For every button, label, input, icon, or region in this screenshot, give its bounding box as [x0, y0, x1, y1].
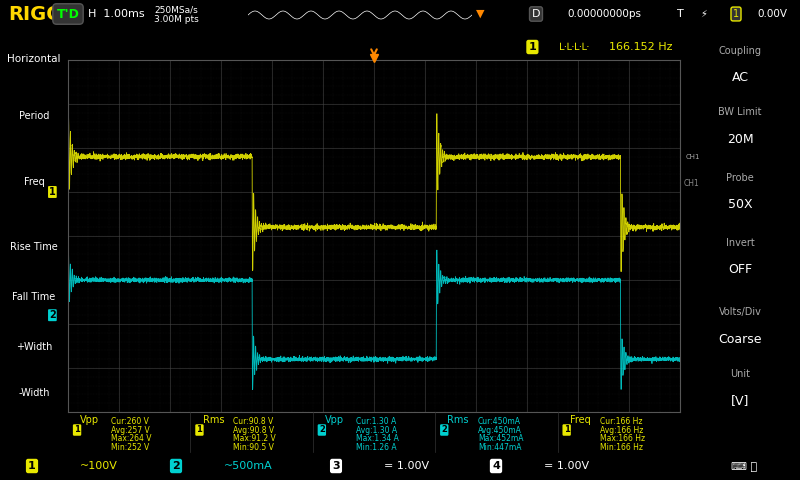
Text: 1: 1	[28, 461, 36, 471]
Text: Max:264 V: Max:264 V	[111, 434, 151, 444]
Text: Avg:257 V: Avg:257 V	[111, 426, 150, 434]
Text: ⌨ 🔊: ⌨ 🔊	[731, 461, 757, 471]
Text: RIGOL: RIGOL	[8, 4, 75, 24]
Text: Probe: Probe	[726, 173, 754, 183]
Text: Cur:260 V: Cur:260 V	[111, 417, 149, 426]
Text: T: T	[677, 9, 683, 19]
Text: 2: 2	[49, 310, 56, 320]
Text: ▼: ▼	[476, 9, 484, 19]
Text: Freq: Freq	[570, 415, 590, 425]
Text: [V]: [V]	[731, 394, 749, 407]
Text: Max:91.2 V: Max:91.2 V	[234, 434, 276, 444]
Text: Coarse: Coarse	[718, 333, 762, 346]
Text: CH1: CH1	[686, 154, 701, 160]
Text: 2: 2	[442, 425, 447, 434]
Text: ᒷᒷᒷᒷ: ᒷᒷᒷᒷ	[559, 42, 590, 52]
Text: Avg:166 Hz: Avg:166 Hz	[601, 426, 644, 434]
Text: OFF: OFF	[728, 264, 752, 276]
Text: Max:166 Hz: Max:166 Hz	[601, 434, 646, 444]
Text: 1: 1	[74, 425, 80, 434]
Text: 1: 1	[197, 425, 202, 434]
Text: +Width: +Width	[16, 342, 52, 352]
Text: Invert: Invert	[726, 238, 754, 248]
Text: 1: 1	[49, 187, 56, 197]
Text: 3: 3	[332, 461, 340, 471]
Text: ⚡: ⚡	[701, 9, 707, 19]
Text: Min:166 Hz: Min:166 Hz	[601, 443, 643, 452]
Text: Cur:90.8 V: Cur:90.8 V	[234, 417, 274, 426]
Text: Rms: Rms	[202, 415, 224, 425]
Text: Min:252 V: Min:252 V	[111, 443, 149, 452]
Text: Avg:450mA: Avg:450mA	[478, 426, 522, 434]
Text: 50X: 50X	[728, 198, 752, 211]
Text: = 1.00V: = 1.00V	[544, 461, 589, 471]
Text: 1: 1	[564, 425, 570, 434]
Text: CH1: CH1	[684, 179, 700, 188]
Text: Vpp: Vpp	[325, 415, 344, 425]
Text: Max:1.34 A: Max:1.34 A	[356, 434, 398, 444]
Text: AC: AC	[731, 72, 749, 84]
Text: 4: 4	[492, 461, 500, 471]
Text: Horizontal: Horizontal	[7, 54, 61, 64]
Text: Vpp: Vpp	[80, 415, 99, 425]
Text: = 1.00V: = 1.00V	[384, 461, 429, 471]
Text: Cur:1.30 A: Cur:1.30 A	[356, 417, 396, 426]
Text: Rise Time: Rise Time	[10, 242, 58, 252]
Text: Period: Period	[19, 111, 49, 121]
Text: Volts/Div: Volts/Div	[718, 307, 762, 317]
Text: Avg:1.30 A: Avg:1.30 A	[356, 426, 397, 434]
Text: 20M: 20M	[726, 133, 754, 146]
Text: Max:452mA: Max:452mA	[478, 434, 523, 444]
Text: -Width: -Width	[18, 388, 50, 398]
Text: BW Limit: BW Limit	[718, 108, 762, 118]
Text: Min:90.5 V: Min:90.5 V	[234, 443, 274, 452]
Text: 2: 2	[172, 461, 180, 471]
Text: 2: 2	[319, 425, 325, 434]
Text: Cur:450mA: Cur:450mA	[478, 417, 521, 426]
Text: 0.00000000ps: 0.00000000ps	[567, 9, 641, 19]
Text: 250MSa/s: 250MSa/s	[154, 5, 198, 14]
Text: Avg:90.8 V: Avg:90.8 V	[234, 426, 274, 434]
Text: Fall Time: Fall Time	[12, 292, 56, 302]
Text: Freq: Freq	[24, 177, 44, 187]
Text: H  1.00ms: H 1.00ms	[88, 9, 144, 19]
Text: Rms: Rms	[447, 415, 469, 425]
Text: 1: 1	[529, 42, 536, 52]
Text: D: D	[532, 9, 540, 19]
Text: 3.00M pts: 3.00M pts	[154, 15, 198, 24]
Text: 1: 1	[733, 9, 739, 19]
Text: Coupling: Coupling	[718, 46, 762, 56]
Text: Min:447mA: Min:447mA	[478, 443, 522, 452]
Text: Unit: Unit	[730, 369, 750, 379]
Text: ~500mA: ~500mA	[224, 461, 273, 471]
Text: Min:1.26 A: Min:1.26 A	[356, 443, 396, 452]
Text: 166.152 Hz: 166.152 Hz	[609, 42, 673, 52]
Text: 0.00V: 0.00V	[757, 9, 787, 19]
Text: Cur:166 Hz: Cur:166 Hz	[601, 417, 643, 426]
Text: ~100V: ~100V	[80, 461, 118, 471]
Text: T'D: T'D	[57, 8, 79, 21]
